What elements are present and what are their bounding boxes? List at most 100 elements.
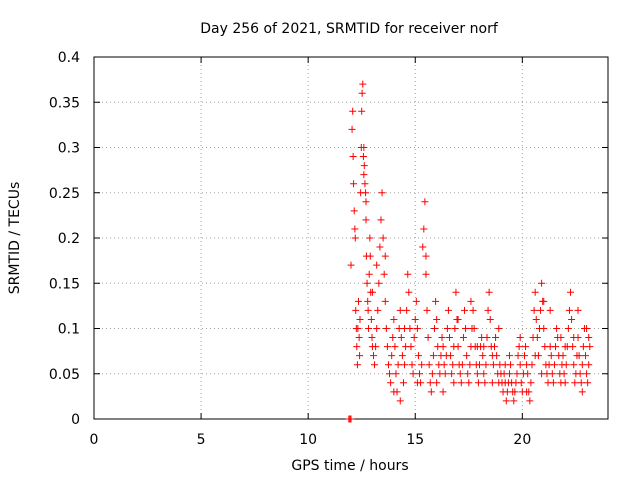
data-point <box>531 288 539 296</box>
data-point <box>550 361 558 369</box>
data-point <box>473 343 481 351</box>
data-point <box>405 288 413 296</box>
data-point <box>354 325 362 332</box>
data-point <box>384 361 392 369</box>
data-point <box>490 343 498 351</box>
data-point <box>368 288 376 296</box>
data-point <box>480 370 488 378</box>
data-point <box>557 334 565 342</box>
data-point <box>505 352 513 360</box>
data-point <box>560 370 568 378</box>
data-point <box>404 270 412 278</box>
data-point <box>412 297 420 305</box>
data-point <box>444 306 452 314</box>
data-point <box>585 334 593 342</box>
data-point <box>350 180 358 188</box>
data-point <box>584 379 592 387</box>
data-point <box>582 352 590 360</box>
y-tick-label: 0.2 <box>58 231 80 247</box>
data-point <box>440 361 448 369</box>
data-point <box>397 334 405 342</box>
data-point <box>476 361 483 369</box>
data-point <box>388 352 396 360</box>
data-point <box>517 379 525 387</box>
data-point <box>365 325 373 332</box>
data-point <box>422 270 430 278</box>
data-point <box>439 388 447 396</box>
data-point <box>367 315 375 323</box>
data-point <box>392 370 400 378</box>
chart-title: Day 256 of 2021, SRMTID for receiver nor… <box>200 21 499 37</box>
data-point <box>583 325 591 332</box>
data-point <box>533 334 541 342</box>
data-point <box>447 352 455 360</box>
data-point <box>375 279 383 287</box>
data-point <box>352 306 360 314</box>
data-point <box>456 370 464 378</box>
data-point <box>431 325 439 332</box>
data-point <box>469 306 477 314</box>
data-point <box>439 343 447 351</box>
data-point <box>483 334 491 342</box>
data-point <box>568 315 576 323</box>
data-point <box>450 379 458 387</box>
data-point <box>368 334 376 342</box>
data-point <box>351 225 359 233</box>
data-point <box>407 343 415 351</box>
data-point <box>579 343 587 351</box>
y-tick-label: 0.15 <box>49 276 80 292</box>
data-point <box>355 334 363 342</box>
data-point <box>403 306 411 314</box>
data-point <box>570 334 578 342</box>
data-point <box>372 343 380 351</box>
data-point <box>459 334 467 342</box>
data-point <box>383 343 391 351</box>
data-point <box>553 325 561 332</box>
data-point <box>424 334 432 342</box>
data-point <box>489 361 497 369</box>
data-point <box>561 343 569 351</box>
data-point <box>463 352 471 360</box>
data-point <box>347 261 355 269</box>
data-point <box>386 370 394 378</box>
data-point <box>389 334 397 342</box>
data-point <box>348 125 356 133</box>
data-point <box>570 361 578 369</box>
y-axis-label: SRMTID / TECUs <box>7 182 23 295</box>
data-point <box>365 270 373 278</box>
data-point <box>358 107 366 115</box>
data-point <box>347 415 355 423</box>
data-point <box>549 379 557 387</box>
data-point <box>418 361 426 369</box>
data-point <box>374 306 382 314</box>
data-point <box>474 379 482 387</box>
data-point <box>429 352 437 360</box>
data-point <box>577 379 585 387</box>
x-tick-label: 5 <box>197 432 206 448</box>
data-point <box>485 288 493 296</box>
x-tick-label: 10 <box>299 432 317 448</box>
data-point <box>515 343 523 351</box>
data-point <box>359 80 367 88</box>
data-point <box>538 279 546 287</box>
data-point <box>532 315 540 323</box>
data-points <box>345 80 594 423</box>
data-point <box>364 297 372 305</box>
axis-ticks <box>93 56 608 420</box>
data-point <box>433 379 441 387</box>
data-point <box>387 379 395 387</box>
data-point <box>408 361 416 369</box>
data-point <box>410 334 418 342</box>
data-point <box>366 252 374 260</box>
data-point <box>576 370 584 378</box>
x-tick-label: 20 <box>513 432 531 448</box>
data-point <box>537 306 545 314</box>
data-point <box>575 352 583 360</box>
x-axis-label: GPS time / hours <box>291 458 408 474</box>
data-point <box>449 361 457 369</box>
data-point <box>416 370 424 378</box>
data-point <box>413 379 421 387</box>
data-point <box>362 216 370 224</box>
data-point <box>426 379 434 387</box>
